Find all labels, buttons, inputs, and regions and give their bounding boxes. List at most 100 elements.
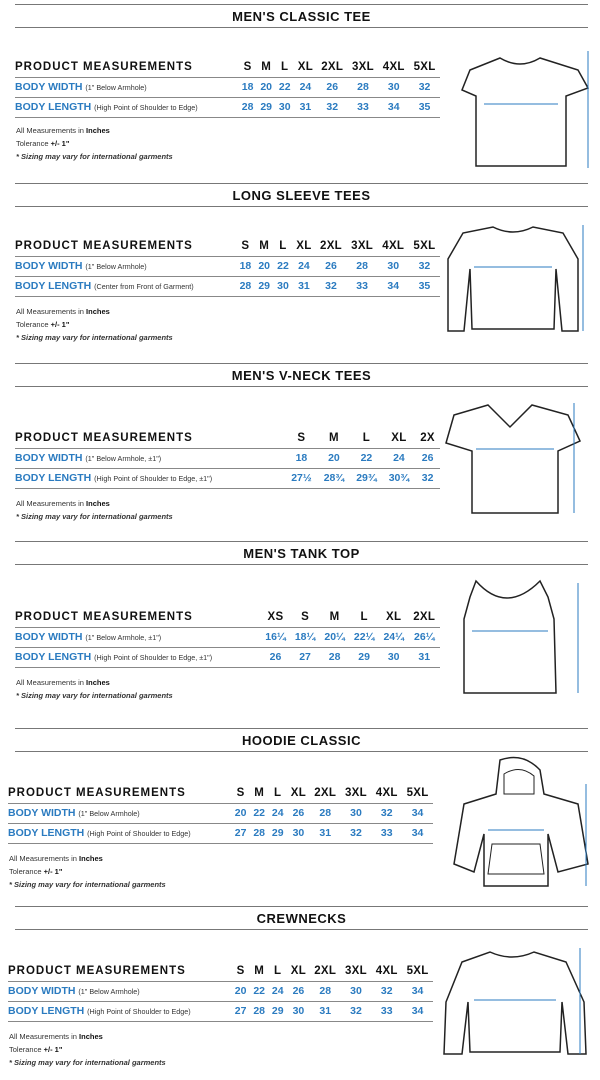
measurement-name: BODY LENGTH — [15, 472, 92, 484]
measurement-value: 28 — [238, 97, 257, 118]
measurement-note: (High Point of Shoulder to Edge) — [87, 1007, 191, 1016]
size-header: S — [231, 786, 250, 804]
size-header: 5XL — [408, 239, 440, 257]
table-header-row: PRODUCT MEASUREMENTS S M L XL 2XL 3XL 4XL 5XL — [8, 786, 433, 804]
measurement-value: 30 — [275, 97, 294, 118]
measurement-value: 28 — [249, 1001, 269, 1022]
size-header: M — [256, 60, 276, 78]
measurement-note: (1" Below Armhole, ±1") — [85, 633, 162, 642]
divider — [15, 564, 588, 565]
divider — [15, 206, 588, 207]
measurement-note: (1" Below Armhole) — [78, 987, 140, 996]
section-title: HOODIE CLASSIC — [242, 733, 361, 748]
measurement-value: 24 — [382, 448, 416, 469]
size-header: XL — [294, 60, 317, 78]
column-header: PRODUCT MEASUREMENTS — [15, 610, 261, 628]
notes: All Measurements in Inches * Sizing may v… — [16, 497, 173, 523]
units-value: Inches — [86, 499, 110, 508]
measurement-name: BODY LENGTH — [15, 280, 92, 292]
units-value: Inches — [79, 854, 103, 863]
divider — [15, 751, 588, 752]
notes: All Measurements in Inches Tolerance +/- … — [16, 305, 173, 344]
column-header: PRODUCT MEASUREMENTS — [8, 964, 232, 982]
notes: All Measurements in Inches Tolerance +/- … — [9, 852, 166, 891]
table-row: BODY WIDTH (1" Below Armhole) 20 22 24 26 28 3… — [8, 803, 433, 824]
tolerance-prefix: Tolerance — [9, 1045, 44, 1054]
measurement-value: 24 — [268, 981, 287, 1002]
measurement-value: 22 — [249, 803, 269, 824]
column-header: PRODUCT MEASUREMENTS — [15, 431, 286, 449]
crewneck-sweatshirt-icon — [443, 948, 587, 1055]
measurement-value: 32 — [371, 803, 403, 824]
column-header: PRODUCT MEASUREMENTS — [15, 60, 239, 78]
size-header: XS — [260, 610, 291, 628]
measurement-value: 28 — [309, 981, 341, 1002]
size-header: M — [254, 239, 274, 257]
measurement-note: (1" Below Armhole) — [85, 262, 147, 271]
measurement-value: 28 — [319, 647, 350, 668]
divider — [15, 728, 588, 729]
measurement-value: 20¼ — [319, 627, 350, 648]
section-title: MEN'S TANK TOP — [243, 546, 360, 561]
size-header: L — [268, 964, 287, 982]
table-row: BODY LENGTH (High Point of Shoulder to E… — [8, 1001, 433, 1022]
measurement-value: 18¼ — [290, 627, 320, 648]
measurement-value: 31 — [294, 97, 317, 118]
table-row: BODY LENGTH (High Point of Shoulder to E… — [15, 97, 440, 118]
measurement-note: (1" Below Armhole) — [85, 83, 147, 92]
measurements-table: PRODUCT MEASUREMENTS S M L XL 2XL 3XL 4XL 5XL BOD… — [15, 239, 440, 297]
measurement-value: 30 — [378, 77, 410, 98]
measurement-value: 33 — [347, 97, 379, 118]
size-header: S — [290, 610, 320, 628]
units-note: All Measurements in Inches — [9, 1030, 166, 1043]
size-header: M — [249, 964, 269, 982]
units-value: Inches — [86, 126, 110, 135]
divider — [15, 906, 588, 907]
measurement-value: 22 — [273, 256, 293, 277]
size-header: M — [249, 786, 269, 804]
measurement-value: 26 — [287, 981, 310, 1002]
tolerance-prefix: Tolerance — [9, 867, 44, 876]
row-label: BODY LENGTH (High Point of Shoulder to E… — [8, 823, 232, 844]
measurement-value: 22¼ — [349, 627, 379, 648]
units-prefix: All Measurements in — [9, 854, 80, 863]
measurement-value: 26¼ — [408, 627, 440, 648]
measurement-note: (High Point of Shoulder to Edge, ±1") — [94, 653, 213, 662]
measurement-value: 33 — [371, 1001, 403, 1022]
tolerance-note: Tolerance +/- 1" — [16, 318, 173, 331]
measurement-value: 29¾ — [350, 468, 383, 489]
measurement-name: BODY WIDTH — [15, 452, 83, 464]
measurement-value: 28 — [249, 823, 269, 844]
measurement-value: 28¾ — [317, 468, 351, 489]
disclaimer: * Sizing may vary for international garm… — [9, 880, 166, 889]
table-row: BODY LENGTH (High Point of Shoulder to E… — [15, 647, 440, 668]
measurement-value: 30¾ — [382, 468, 416, 489]
divider — [15, 363, 588, 364]
measurement-value: 27 — [231, 1001, 250, 1022]
table-header-row: PRODUCT MEASUREMENTS XS S M L XL 2XL — [15, 610, 440, 628]
tolerance-note: Tolerance +/- 1" — [9, 865, 166, 878]
measurement-value: 20 — [256, 77, 276, 98]
measurement-value: 32 — [409, 77, 440, 98]
measurement-value: 20 — [231, 981, 250, 1002]
measurement-value: 16¼ — [260, 627, 291, 648]
measurement-value: 29 — [349, 647, 379, 668]
tolerance-value: +/- 1" — [50, 139, 70, 148]
row-label: BODY WIDTH (1" Below Armhole) — [8, 803, 232, 824]
measurement-value: 34 — [402, 823, 433, 844]
measurement-value: 29 — [268, 1001, 287, 1022]
units-prefix: All Measurements in — [16, 126, 87, 135]
measurement-note: (High Point of Shoulder to Edge) — [87, 829, 191, 838]
size-header: 2XL — [315, 239, 347, 257]
section-title: CREWNECKS — [256, 911, 347, 926]
notes: All Measurements in Inches * Sizing may v… — [16, 676, 173, 702]
measurement-value: 31 — [309, 1001, 341, 1022]
measurement-value: 27½ — [285, 468, 318, 489]
units-note: All Measurements in Inches — [16, 497, 173, 510]
size-header: M — [317, 431, 351, 449]
measurement-value: 30 — [377, 256, 409, 277]
measurement-value: 29 — [254, 276, 274, 297]
measurement-value: 24 — [294, 77, 317, 98]
measurement-value: 30 — [273, 276, 293, 297]
size-header: L — [273, 239, 293, 257]
